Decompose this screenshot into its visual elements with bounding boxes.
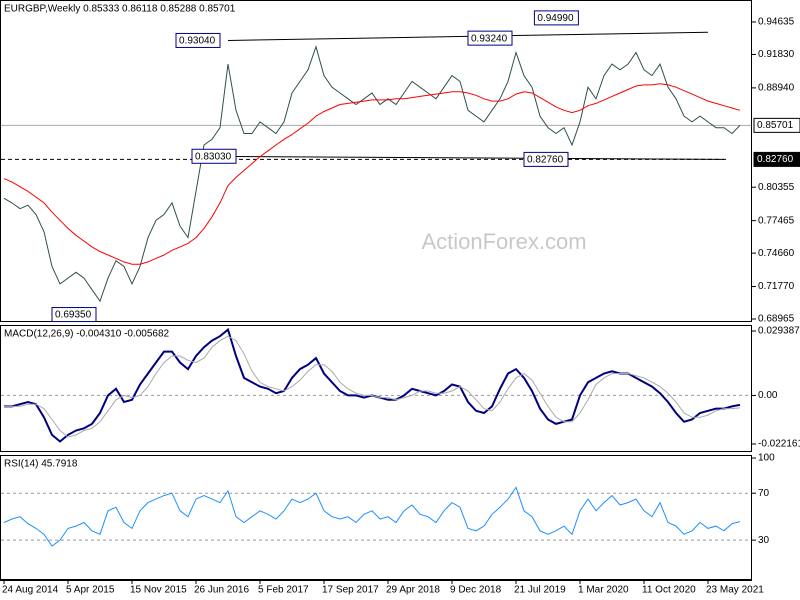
x-tick-label: 15 Nov 2015 bbox=[130, 585, 187, 596]
panel-title: EURGBP,Weekly 0.85333 0.86118 0.85288 0.… bbox=[4, 4, 236, 15]
y-tick-label: -0.022161 bbox=[758, 439, 800, 450]
panel bbox=[0, 455, 752, 580]
y-tick-label: 100 bbox=[758, 453, 775, 464]
x-tick-label: 29 Apr 2018 bbox=[386, 585, 440, 596]
panel bbox=[0, 0, 752, 322]
series-line bbox=[3, 45, 741, 303]
y-tick-label: 30 bbox=[758, 535, 770, 546]
price-label-box bbox=[753, 117, 800, 133]
annotation-label: 0.93040 bbox=[179, 36, 216, 47]
x-tick-label: 1 Mar 2020 bbox=[578, 585, 629, 596]
y-tick-label: 0.88940 bbox=[758, 83, 795, 94]
watermark: ActionForex.com bbox=[421, 229, 586, 254]
annotation-label: 0.82760 bbox=[527, 155, 564, 166]
y-tick-label: 0.74660 bbox=[758, 248, 795, 259]
x-tick-label: 5 Apr 2015 bbox=[66, 585, 115, 596]
y-tick-label: 0.80355 bbox=[758, 182, 795, 193]
y-tick-label: 0.94635 bbox=[758, 17, 795, 28]
y-tick-label: 70 bbox=[758, 488, 770, 499]
annotation-box bbox=[523, 151, 569, 167]
x-tick-label: 21 Jul 2019 bbox=[514, 585, 566, 596]
x-tick-label: 17 Sep 2017 bbox=[322, 585, 379, 596]
annotation-box bbox=[191, 148, 237, 164]
y-tick-label: 0.68965 bbox=[758, 314, 795, 325]
annotation-label: 0.94990 bbox=[537, 13, 574, 24]
y-tick-label: 0.00 bbox=[758, 390, 778, 401]
y-tick-label: 0.77465 bbox=[758, 215, 795, 226]
y-tick-label: 0.91830 bbox=[758, 49, 795, 60]
x-tick-label: 11 Oct 2020 bbox=[642, 585, 696, 596]
annotation-label: 0.83030 bbox=[195, 151, 232, 162]
price-label: 0.82760 bbox=[757, 154, 794, 165]
x-tick-label: 26 Jun 2016 bbox=[194, 585, 249, 596]
annotation-box bbox=[175, 32, 221, 48]
annotation-box bbox=[533, 10, 579, 26]
panel bbox=[0, 325, 752, 452]
price-label: 0.85701 bbox=[757, 120, 794, 131]
annotation-label: 0.93240 bbox=[471, 33, 508, 44]
y-tick-label: 0.71770 bbox=[758, 281, 795, 292]
series-line bbox=[4, 335, 741, 438]
x-tick-label: 24 Aug 2014 bbox=[2, 585, 59, 596]
panel-title: MACD(12,26,9) -0.004310 -0.005682 bbox=[4, 329, 170, 340]
series-line bbox=[3, 83, 741, 265]
y-tick-label: 0.029387 bbox=[758, 326, 800, 337]
panel-title: RSI(14) 45.7918 bbox=[4, 459, 78, 470]
annotation-box bbox=[467, 30, 513, 46]
x-tick-label: 23 May 2021 bbox=[706, 585, 764, 596]
trendline bbox=[195, 155, 725, 160]
annotation-box bbox=[51, 307, 97, 323]
annotation-label: 0.69350 bbox=[55, 310, 92, 321]
x-tick-label: 5 Feb 2017 bbox=[258, 585, 309, 596]
series-line bbox=[3, 486, 741, 547]
price-label-box bbox=[753, 151, 800, 167]
x-tick-label: 9 Dec 2018 bbox=[450, 585, 502, 596]
